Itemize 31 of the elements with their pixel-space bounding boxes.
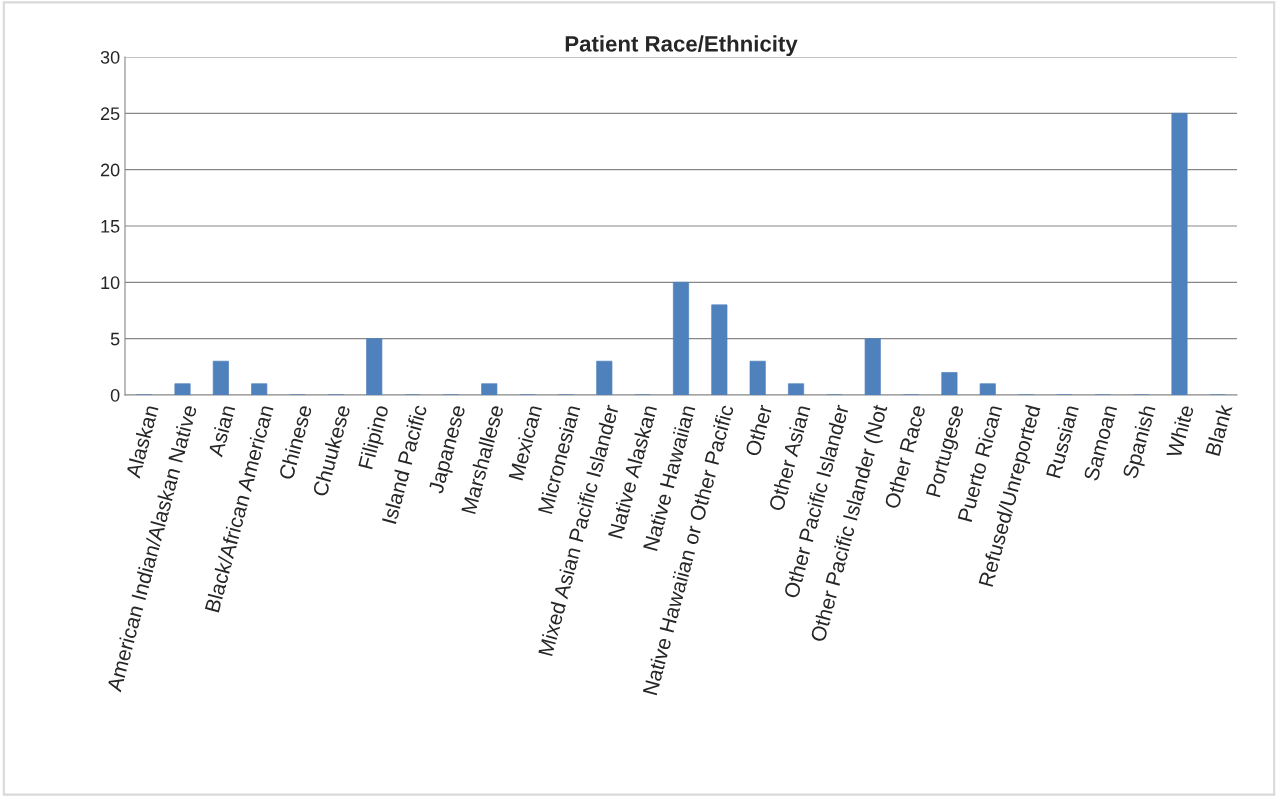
bar [174,383,191,395]
x-tick-label: Blank [1204,403,1233,456]
bar [212,360,229,395]
x-tick-label: Samoan [1083,404,1118,482]
chart-title: Patient Race/Ethnicity [565,35,798,57]
bar [941,372,958,395]
y-tick-label: 25 [100,107,120,121]
bar [1171,112,1188,395]
bar [481,383,498,395]
bar [749,360,766,395]
bar [864,338,881,395]
bar [251,383,268,395]
bar [672,281,690,395]
x-tick-label: White [1165,404,1195,459]
x-tick-label: Asian [207,404,236,458]
bar [366,338,383,395]
y-tick-label: 10 [101,276,120,290]
x-tick-label: Russian [1045,404,1079,479]
bar [596,360,613,395]
y-tick-label: 30 [100,50,120,64]
x-tick-label: Other [744,403,773,457]
y-tick-label: 5 [110,332,120,346]
x-tick-label: Spanish [1121,404,1160,481]
x-tick-label: Chinese [278,404,313,481]
bar [711,304,728,395]
y-tick-label: 15 [101,220,120,233]
y-tick-label: 20 [100,163,120,177]
x-tick-label: Filipino [357,404,393,471]
bar [979,383,996,395]
y-tick-label: 0 [110,388,120,402]
bar [788,383,805,395]
